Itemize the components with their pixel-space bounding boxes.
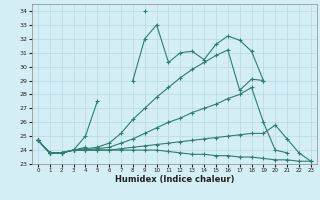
X-axis label: Humidex (Indice chaleur): Humidex (Indice chaleur) — [115, 175, 234, 184]
